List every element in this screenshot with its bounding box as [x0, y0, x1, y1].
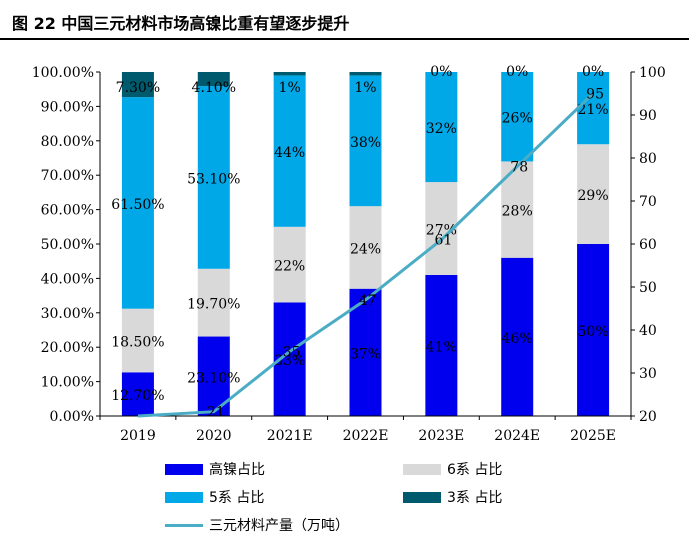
bar-data-label: 0% — [582, 64, 604, 80]
bar-data-label: 7.30% — [116, 80, 160, 96]
bar-data-label: 44% — [274, 145, 305, 161]
y-left-tick-label: 90.00% — [41, 99, 94, 115]
bar-0-2025E — [577, 244, 610, 416]
bar-data-label: 32% — [426, 121, 457, 137]
bar-data-label: 38% — [350, 135, 381, 151]
y-right-tick-label: 50 — [639, 280, 657, 296]
production-line — [137, 92, 595, 418]
bar-data-label: 27% — [426, 223, 457, 239]
figure-title: 图 22 中国三元材料市场高镍比重有望逐步提升 — [12, 14, 350, 33]
x-tick-label: 2025E — [570, 428, 616, 444]
x-tick-label: 2020 — [196, 428, 232, 444]
bar-1-2019 — [121, 308, 154, 373]
bar-data-label: 50% — [578, 324, 609, 340]
bar-data-label: 12.70% — [111, 388, 164, 404]
bar-data-label: 22% — [274, 259, 305, 275]
x-tick-label: 2022E — [343, 428, 389, 444]
bar-data-label: 46% — [502, 331, 533, 347]
bar-2-2021E — [273, 75, 306, 227]
bar-data-label: 1% — [279, 80, 301, 96]
bar-0-2019 — [121, 372, 154, 416]
y-right-tick-label: 70 — [639, 194, 657, 210]
y-left-tick-label: 0.00% — [50, 409, 94, 425]
line-data-label: 47 — [359, 293, 377, 309]
y-left-tick-label: 60.00% — [41, 203, 94, 219]
bar-2-2025E — [577, 72, 610, 145]
bar-0-2024E — [501, 257, 534, 416]
y-right-tick-label: 90 — [639, 108, 657, 124]
x-tick-label: 2021E — [267, 428, 313, 444]
y-left-tick-label: 70.00% — [41, 168, 94, 184]
y-right-tick-label: 40 — [639, 323, 657, 339]
line-data-label: 21 — [207, 405, 225, 421]
bar-data-label: 19.70% — [187, 297, 240, 313]
y-right-tick-label: 100 — [639, 65, 666, 81]
bar-data-label: 41% — [426, 339, 457, 355]
y-right-tick-label: 80 — [639, 151, 657, 167]
x-tick-label: 2023E — [418, 428, 464, 444]
line-data-label: 35 — [283, 345, 301, 361]
line-data-label: 95 — [586, 87, 604, 103]
y-left-tick-label: 80.00% — [41, 134, 94, 150]
bar-data-label: 4.10% — [192, 80, 236, 96]
bar-2-2020 — [197, 86, 230, 269]
x-tick-label: 2019 — [120, 428, 156, 444]
line-data-label: 78 — [510, 160, 528, 176]
line-data-label: 61 — [434, 233, 452, 249]
y-left-tick-label: 40.00% — [41, 271, 94, 287]
bar-2-2024E — [501, 72, 534, 162]
bar-2-2023E — [425, 72, 458, 183]
bar-0-2023E — [425, 274, 458, 416]
bar-data-label: 53.10% — [187, 171, 240, 187]
bar-data-label: 24% — [350, 241, 381, 257]
bar-1-2022E — [349, 206, 382, 289]
bar-data-label: 0% — [506, 64, 528, 80]
bar-1-2020 — [197, 268, 230, 337]
x-tick-label: 2024E — [494, 428, 540, 444]
y-right-tick-label: 30 — [639, 366, 657, 382]
bar-2-2022E — [349, 75, 382, 207]
bar-3-2022E — [349, 72, 382, 76]
y-right-tick-label: 20 — [639, 409, 657, 425]
y-left-tick-label: 100.00% — [32, 65, 94, 81]
bar-data-label: 29% — [578, 188, 609, 204]
bar-data-label: 23.10% — [187, 370, 240, 386]
bar-data-label: 28% — [502, 204, 533, 220]
y-left-tick-label: 20.00% — [41, 340, 94, 356]
bar-data-label: 18.50% — [111, 334, 164, 350]
bar-3-2019 — [121, 72, 154, 98]
bar-3-2020 — [197, 72, 230, 87]
bar-data-label: 61.50% — [111, 197, 164, 213]
bar-0-2022E — [349, 288, 382, 416]
bar-data-label: 26% — [502, 111, 533, 127]
y-right-tick-label: 60 — [639, 237, 657, 253]
bar-data-label: 21% — [578, 102, 609, 118]
y-left-tick-label: 30.00% — [41, 306, 94, 322]
bar-data-label: 1% — [354, 80, 376, 96]
bar-data-label: 37% — [350, 346, 381, 362]
title-rule — [0, 38, 689, 40]
bar-3-2021E — [273, 72, 306, 76]
bar-1-2025E — [577, 144, 610, 244]
bar-data-label: 0% — [430, 64, 452, 80]
bar-2-2019 — [121, 97, 154, 309]
y-left-tick-label: 10.00% — [41, 375, 94, 391]
bar-1-2021E — [273, 226, 306, 303]
y-left-tick-label: 50.00% — [41, 237, 94, 253]
